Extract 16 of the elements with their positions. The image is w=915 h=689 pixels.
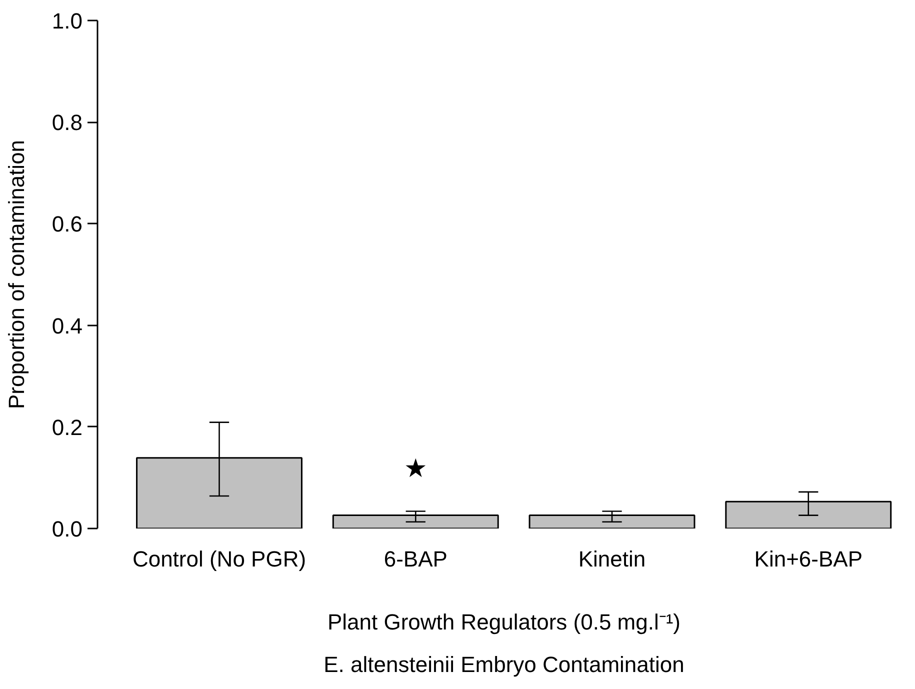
y-tick-label: 0.4 bbox=[52, 313, 83, 338]
y-tick-label: 1.0 bbox=[52, 8, 83, 34]
y-tick-label: 0.6 bbox=[52, 212, 83, 237]
y-axis-title: Proportion of contamination bbox=[4, 140, 29, 410]
x-tick-label: Kinetin bbox=[578, 546, 646, 572]
annotation: ★ bbox=[404, 454, 428, 484]
bar bbox=[528, 514, 696, 528]
text: E. altensteinii Embryo Contamination bbox=[324, 652, 684, 677]
x-tick-label: 6-BAP bbox=[384, 546, 448, 572]
x-tick-label: Kin+6-BAP bbox=[754, 546, 863, 572]
y-tick-label: 0.8 bbox=[52, 110, 83, 136]
x-axis-title: Plant Growth Regulators (0.5 mg.l⁻¹) bbox=[327, 610, 681, 634]
bar bbox=[332, 514, 499, 528]
x-tick-label: Control (No PGR) bbox=[132, 546, 306, 572]
y-tick-label: 0.0 bbox=[52, 516, 83, 542]
y-tick-label: 0.2 bbox=[52, 414, 83, 440]
